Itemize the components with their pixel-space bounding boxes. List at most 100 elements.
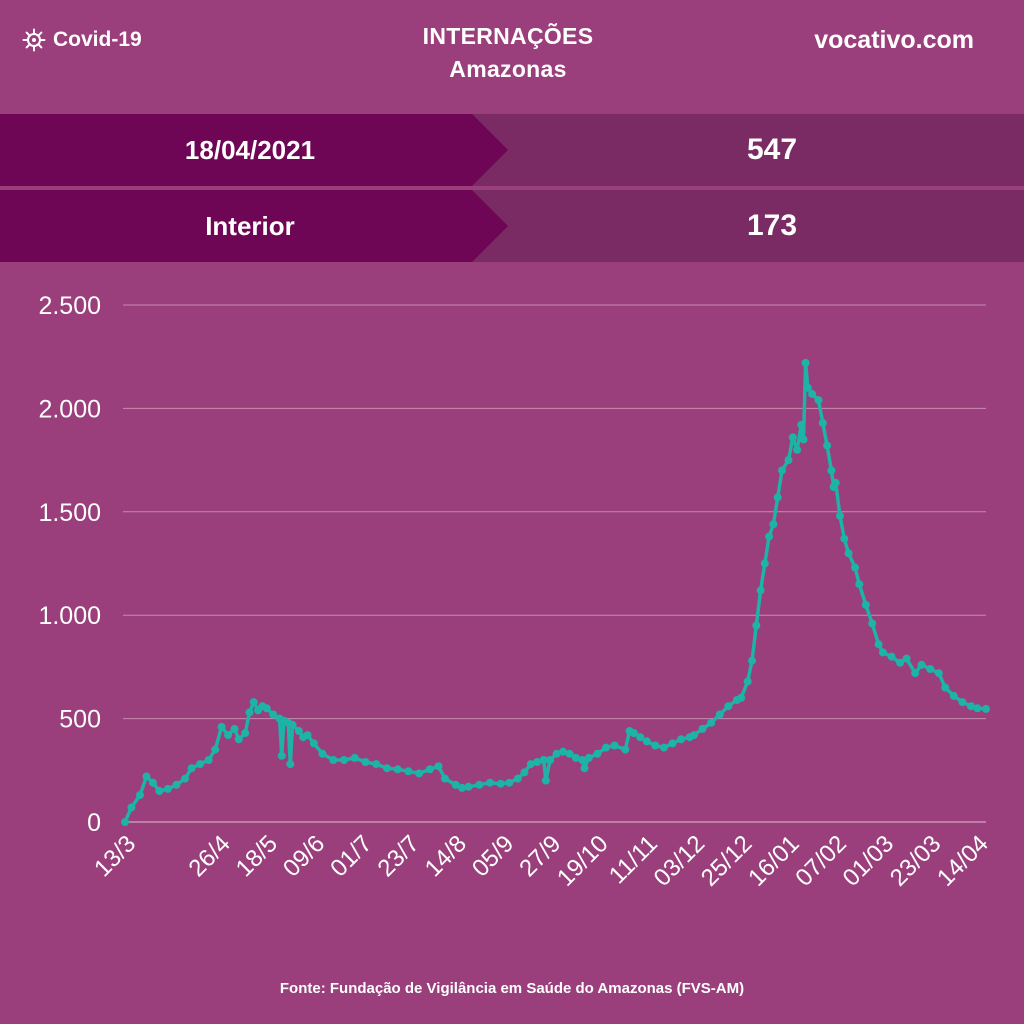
data-point bbox=[724, 702, 733, 711]
data-point bbox=[743, 677, 752, 686]
data-point bbox=[814, 396, 823, 405]
data-point bbox=[902, 654, 911, 663]
data-point bbox=[181, 774, 190, 783]
data-point bbox=[973, 704, 982, 713]
data-point bbox=[404, 767, 413, 776]
stat-date-label: 18/04/2021 bbox=[184, 135, 316, 165]
data-point bbox=[318, 749, 327, 758]
data-point bbox=[440, 774, 449, 783]
data-point bbox=[204, 756, 213, 764]
chart-title: INTERNAÇÕES bbox=[422, 23, 594, 49]
virus-icon bbox=[22, 28, 46, 52]
stat-row-label-band bbox=[0, 190, 508, 262]
data-point bbox=[715, 710, 724, 719]
data-point bbox=[526, 760, 535, 769]
data-point bbox=[217, 722, 226, 731]
data-point bbox=[784, 456, 793, 465]
data-point bbox=[874, 640, 883, 649]
data-point bbox=[211, 745, 220, 754]
data-point bbox=[677, 735, 686, 744]
x-tick-label: 23/7 bbox=[373, 830, 425, 882]
x-tick-label: 09/6 bbox=[278, 830, 330, 882]
title-block: INTERNAÇÕES Amazonas bbox=[0, 20, 1016, 86]
x-tick-label: 19/10 bbox=[552, 830, 614, 892]
data-point bbox=[621, 745, 630, 754]
x-tick-label: 03/12 bbox=[649, 830, 711, 892]
x-tick-label: 14/8 bbox=[420, 830, 472, 882]
data-point bbox=[778, 466, 786, 475]
data-point bbox=[163, 784, 172, 793]
data-point bbox=[967, 702, 975, 711]
data-point bbox=[803, 383, 812, 392]
data-point bbox=[224, 731, 233, 740]
data-point bbox=[926, 665, 935, 673]
data-point bbox=[861, 600, 870, 609]
data-point bbox=[823, 441, 832, 450]
data-point bbox=[475, 780, 484, 789]
data-point bbox=[610, 741, 619, 750]
data-point bbox=[773, 493, 782, 502]
data-point bbox=[121, 818, 129, 826]
data-point bbox=[818, 418, 827, 427]
y-tick-label: 500 bbox=[59, 706, 101, 734]
data-point bbox=[801, 358, 810, 367]
data-point bbox=[808, 389, 817, 398]
data-point bbox=[788, 433, 797, 442]
data-point bbox=[799, 435, 808, 444]
data-point bbox=[458, 783, 467, 792]
data-point bbox=[887, 652, 896, 661]
data-point bbox=[580, 764, 589, 773]
data-point bbox=[196, 760, 205, 769]
data-point bbox=[241, 729, 250, 738]
data-point bbox=[552, 749, 561, 758]
x-tick-label: 11/11 bbox=[604, 830, 663, 889]
data-point bbox=[372, 760, 381, 769]
data-point bbox=[668, 739, 677, 748]
data-point bbox=[571, 753, 580, 762]
data-point bbox=[844, 549, 853, 558]
data-point bbox=[486, 778, 494, 787]
y-tick-label: 2.000 bbox=[38, 395, 101, 423]
site-link[interactable]: vocativo.com bbox=[814, 26, 974, 54]
data-point bbox=[505, 778, 514, 787]
data-point bbox=[748, 656, 756, 665]
x-tick-label: 07/02 bbox=[790, 830, 852, 892]
data-point bbox=[245, 708, 254, 717]
data-point bbox=[698, 724, 707, 733]
data-point bbox=[340, 756, 348, 764]
data-point bbox=[127, 803, 136, 812]
data-point bbox=[541, 776, 550, 785]
data-point bbox=[836, 511, 844, 520]
data-point bbox=[797, 420, 806, 429]
x-tick-label: 26/4 bbox=[184, 830, 236, 882]
data-point bbox=[917, 660, 926, 669]
data-point bbox=[142, 772, 151, 781]
data-point bbox=[309, 739, 318, 748]
data-point bbox=[393, 765, 402, 774]
data-point bbox=[464, 782, 473, 791]
data-point bbox=[230, 724, 239, 733]
data-point bbox=[982, 704, 990, 713]
data-point bbox=[434, 762, 443, 771]
data-point bbox=[690, 731, 698, 740]
data-point bbox=[737, 693, 746, 702]
data-point bbox=[451, 780, 460, 789]
data-point bbox=[793, 445, 802, 454]
data-point bbox=[187, 764, 196, 773]
data-point bbox=[868, 619, 877, 628]
stat-total-value: 547 bbox=[746, 133, 798, 166]
data-point bbox=[831, 478, 840, 487]
data-point bbox=[584, 753, 593, 762]
brand-label: Covid-19 bbox=[53, 28, 142, 51]
stat-interior-label: Interior bbox=[205, 211, 295, 241]
y-tick-label: 2.500 bbox=[38, 292, 101, 320]
x-tick-label: 01/03 bbox=[838, 830, 900, 892]
data-point bbox=[593, 749, 602, 758]
data-point bbox=[361, 758, 370, 766]
x-tick-label: 14/04 bbox=[932, 830, 994, 892]
data-point bbox=[707, 718, 716, 727]
data-point bbox=[851, 563, 859, 572]
data-point bbox=[602, 743, 610, 752]
data-point bbox=[303, 731, 312, 740]
stat-row-label-band bbox=[0, 114, 508, 186]
